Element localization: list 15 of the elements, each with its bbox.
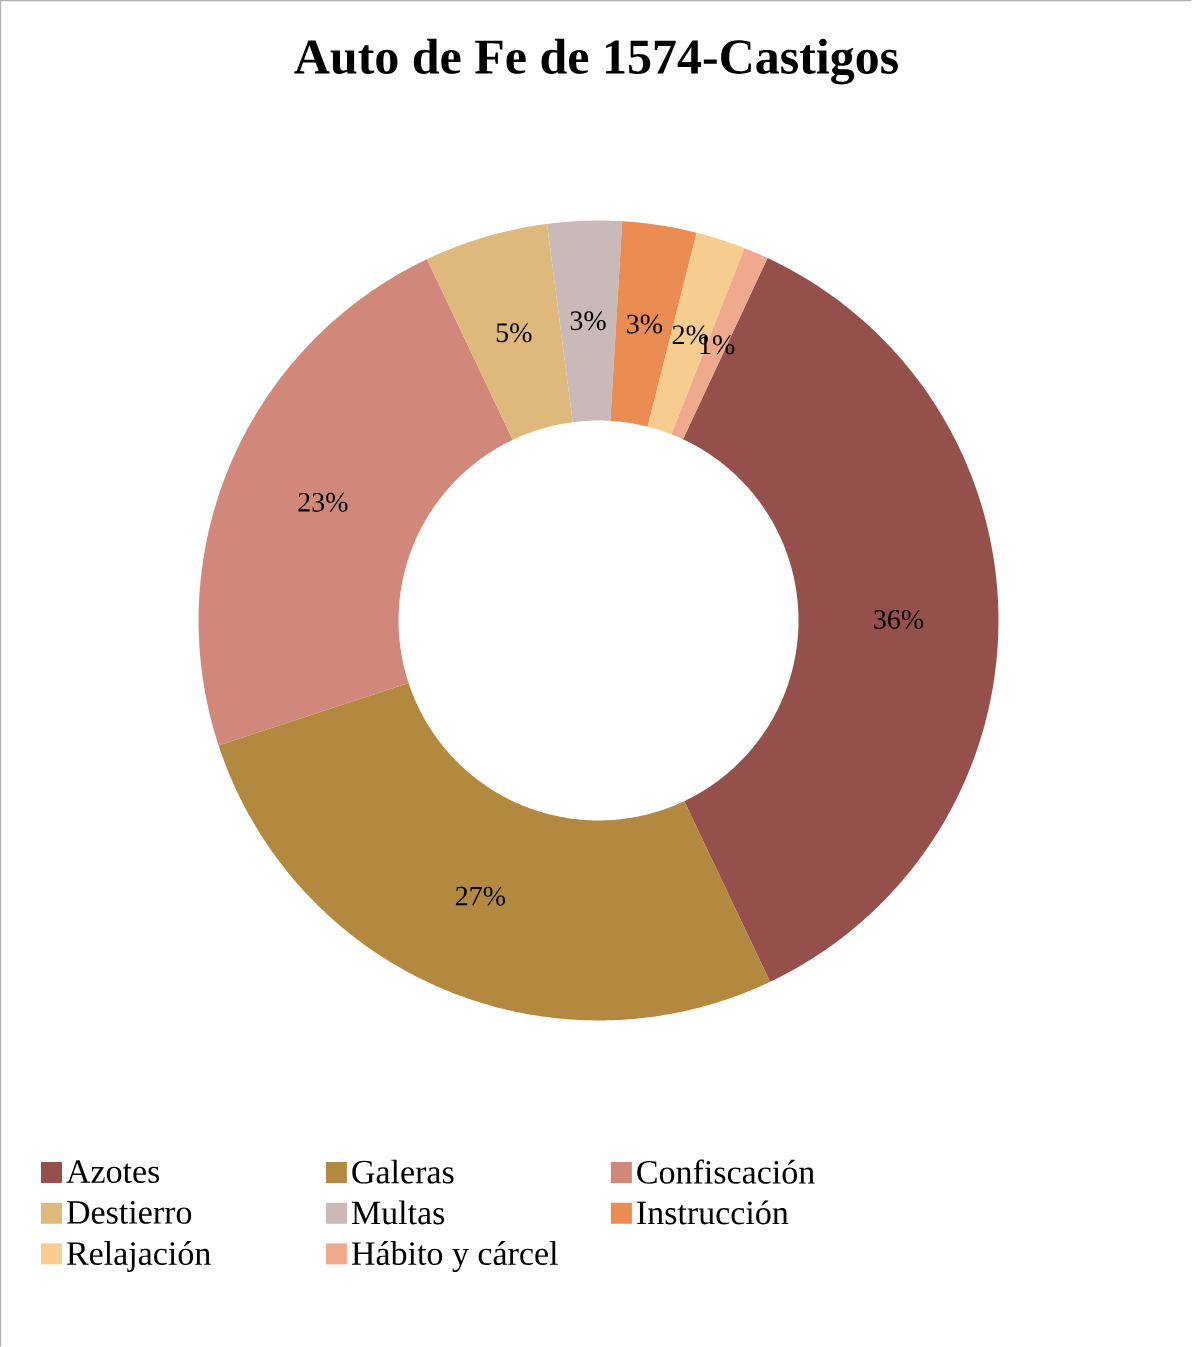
legend-label: Confiscación bbox=[637, 1159, 815, 1184]
chart-title: Auto de Fe de 1574-Castigos bbox=[294, 38, 898, 85]
data-label: 3% bbox=[627, 314, 663, 334]
data-label: 5% bbox=[496, 323, 532, 343]
data-label: 23% bbox=[298, 492, 348, 512]
legend-label: Destierro bbox=[66, 1200, 192, 1224]
legend-label: Galeras bbox=[352, 1159, 454, 1184]
legend-label: Azotes bbox=[66, 1160, 160, 1184]
legend-label: Multas bbox=[351, 1200, 445, 1225]
legend-label: Hábito y cárcel bbox=[351, 1241, 558, 1273]
data-label: 3% bbox=[570, 311, 606, 331]
legend-label: Instrucción bbox=[637, 1200, 789, 1225]
data-label: 36% bbox=[874, 609, 924, 629]
data-label: 27% bbox=[455, 886, 506, 906]
legend-label: Relajación bbox=[66, 1241, 211, 1272]
